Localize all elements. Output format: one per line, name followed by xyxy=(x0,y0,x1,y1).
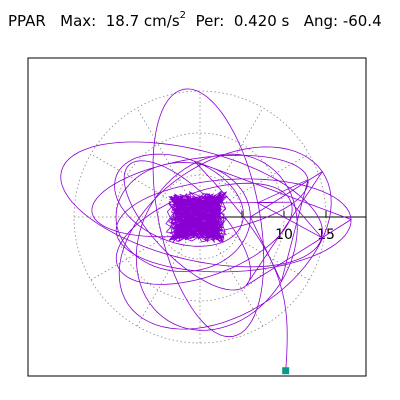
motion-trace xyxy=(60,88,352,371)
station-code: PPAR xyxy=(8,12,46,30)
max-unit-exponent: 2 xyxy=(179,10,187,21)
period-value: 0.420 s xyxy=(233,12,290,30)
tick-label: 10 xyxy=(275,227,293,243)
angle-value: -60.4 xyxy=(342,12,382,30)
motion-trace-path xyxy=(60,88,352,371)
period-label: Per: xyxy=(195,12,225,30)
angle-label: Ang: xyxy=(303,12,339,30)
max-value: 18.7 cm/s xyxy=(105,12,180,30)
max-label: Max: xyxy=(60,12,97,30)
plot-header: PPAR Max: 18.7 cm/s2 Per: 0.420 s Ang: -… xyxy=(8,10,382,30)
trace-end-marker xyxy=(282,367,290,375)
